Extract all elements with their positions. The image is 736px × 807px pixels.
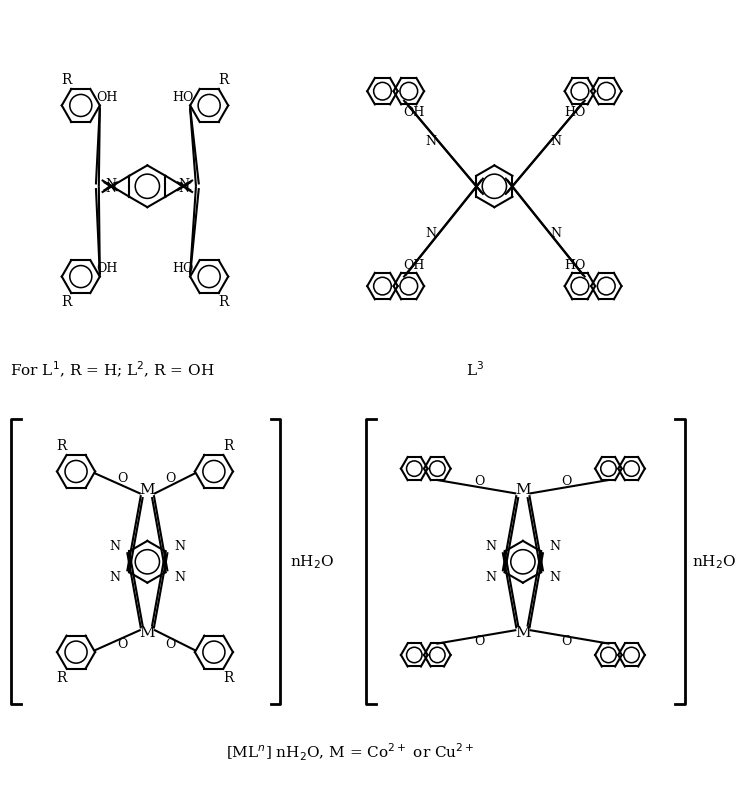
Text: O: O [562,635,572,648]
Text: R: R [219,73,229,87]
Text: HO: HO [171,262,194,275]
Text: HO: HO [171,91,194,104]
Text: N: N [178,182,189,194]
Text: N: N [110,571,121,583]
Text: HO: HO [565,106,586,119]
Text: N: N [551,135,562,148]
Text: nH$_2$O: nH$_2$O [692,553,736,571]
Text: [ML$^n$] nH$_2$O, M = Co$^{2+}$ or Cu$^{2+}$: [ML$^n$] nH$_2$O, M = Co$^{2+}$ or Cu$^{… [226,742,474,763]
Text: N: N [485,540,496,553]
Text: nH$_2$O: nH$_2$O [290,553,334,571]
Text: O: O [117,638,127,651]
Text: O: O [474,475,484,488]
Text: N: N [550,540,561,553]
Text: OH: OH [403,259,424,272]
Text: N: N [550,571,561,583]
Text: M: M [515,626,531,640]
Text: L$^3$: L$^3$ [466,361,484,379]
Text: R: R [223,671,233,685]
Text: M: M [140,626,155,640]
Text: OH: OH [96,91,118,104]
Text: M: M [140,483,155,497]
Text: For L$^1$, R = H; L$^2$, R = OH: For L$^1$, R = H; L$^2$, R = OH [10,360,214,380]
Text: OH: OH [96,262,118,275]
Text: R: R [61,73,71,87]
Text: N: N [425,135,436,148]
Text: O: O [562,475,572,488]
Text: M: M [515,483,531,497]
Text: HO: HO [565,259,586,272]
Text: O: O [474,635,484,648]
Text: N: N [178,178,189,191]
Text: R: R [219,295,229,309]
Text: O: O [117,472,127,485]
Text: N: N [106,182,117,194]
Text: R: R [223,439,233,453]
Text: N: N [110,540,121,553]
Text: O: O [165,472,175,485]
Text: N: N [174,571,185,583]
Text: O: O [165,638,175,651]
Text: OH: OH [403,106,424,119]
Text: R: R [57,439,67,453]
Text: N: N [485,571,496,583]
Text: N: N [551,227,562,240]
Text: R: R [61,295,71,309]
Text: R: R [57,671,67,685]
Text: N: N [174,540,185,553]
Text: N: N [425,227,436,240]
Text: N: N [106,178,117,191]
